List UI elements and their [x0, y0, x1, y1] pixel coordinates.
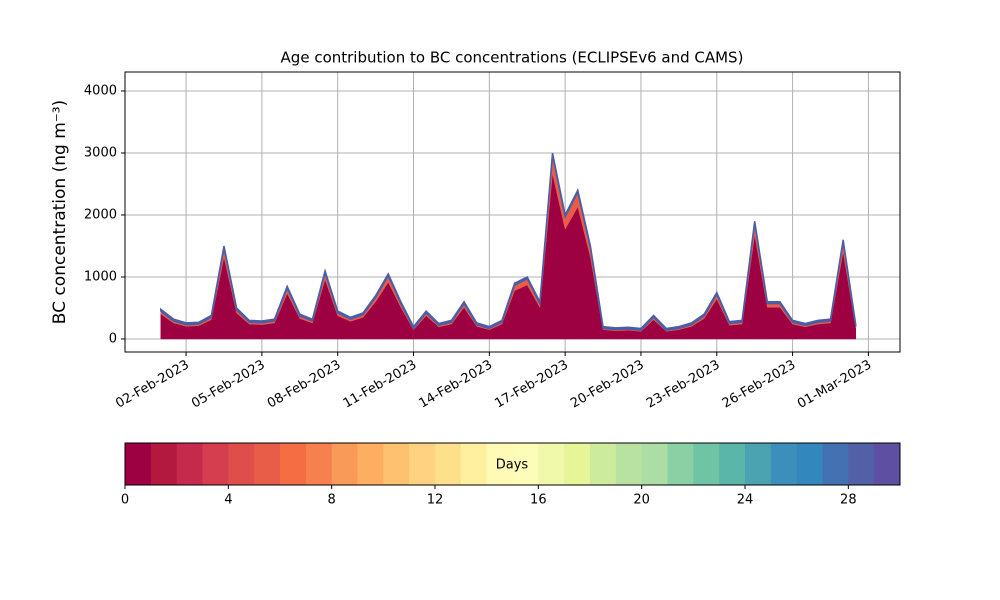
colorbar-bin [615, 443, 643, 485]
x-tick-label: 26-Feb-2023 [720, 358, 799, 412]
y-tick-label: 2000 [84, 207, 117, 222]
colorbar-bin [202, 443, 229, 485]
colorbar-bin [254, 443, 281, 485]
colorbar-tick-label: 4 [224, 493, 232, 508]
x-tick-label: 08-Feb-2023 [265, 358, 344, 412]
colorbar-bin [383, 443, 410, 485]
y-tick-label: 3000 [84, 145, 117, 160]
colorbar-bin [564, 443, 591, 485]
colorbar-bin [719, 443, 746, 485]
colorbar-bin [228, 443, 255, 485]
colorbar-bin [848, 443, 875, 485]
colorbar-bin [693, 443, 720, 485]
colorbar-bin [435, 443, 462, 485]
x-tick-label: 01-Mar-2023 [795, 358, 874, 412]
colorbar-bin [770, 443, 798, 485]
x-tick-label: 14-Feb-2023 [417, 358, 496, 412]
y-tick-label: 0 [109, 331, 117, 346]
colorbar-tick-label: 16 [530, 493, 547, 508]
x-tick-label: 02-Feb-2023 [113, 358, 192, 412]
colorbar-tick-label: 20 [633, 493, 650, 508]
colorbar-tick-label: 24 [737, 493, 754, 508]
colorbar-bin [357, 443, 384, 485]
colorbar-bin [409, 443, 436, 485]
colorbar-bin [667, 443, 694, 485]
x-tick-label: 11-Feb-2023 [341, 358, 420, 412]
colorbar-tick-label: 8 [328, 493, 336, 508]
colorbar-bin [125, 443, 152, 485]
colorbar-bin [538, 443, 565, 485]
colorbar-bin [150, 443, 178, 485]
y-tick-label: 4000 [84, 83, 117, 98]
colorbar-bin [176, 443, 203, 485]
plot-frame [124, 71, 901, 353]
colorbar-bin [460, 443, 488, 485]
colorbar-bin [874, 443, 901, 485]
colorbar-tick-label: 12 [427, 493, 444, 508]
x-tick-label: 05-Feb-2023 [189, 358, 268, 412]
colorbar-bin [822, 443, 849, 485]
colorbar-tick-label: 0 [121, 493, 129, 508]
colorbar-bin [641, 443, 668, 485]
colorbar-bin [512, 443, 539, 485]
y-axis-label: BC concentration (ng m⁻³) [50, 100, 70, 324]
colorbar-label: Days [496, 458, 529, 473]
colorbar-bin [745, 443, 772, 485]
colorbar-bin [590, 443, 617, 485]
colorbar-bin [331, 443, 358, 485]
y-tick-label: 1000 [84, 269, 117, 284]
colorbar-tick-label: 28 [840, 493, 857, 508]
colorbar-bin [796, 443, 823, 485]
x-tick-label: 17-Feb-2023 [492, 358, 571, 412]
x-tick-label: 23-Feb-2023 [644, 358, 723, 412]
colorbar-frame [124, 442, 901, 486]
area-layer [160, 152, 857, 332]
colorbar-bin [280, 443, 307, 485]
colorbar-bin [486, 443, 513, 485]
colorbar-bin [305, 443, 333, 485]
chart-title: Age contribution to BC concentrations (E… [281, 49, 744, 67]
x-tick-label: 20-Feb-2023 [568, 358, 647, 412]
